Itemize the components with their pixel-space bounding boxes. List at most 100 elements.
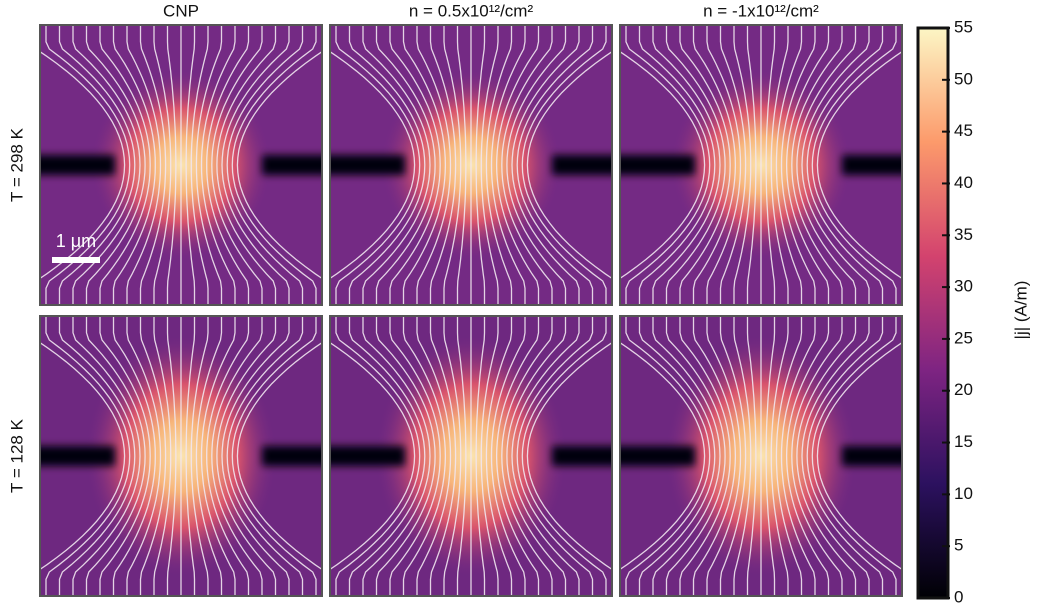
streamline: [389, 25, 441, 305]
map-panel: [40, 25, 322, 305]
streamline: [620, 341, 706, 571]
streamline: [490, 316, 526, 596]
streamline: [475, 25, 486, 305]
electrode: [262, 446, 322, 466]
streamline: [429, 316, 457, 596]
streamline: [485, 25, 513, 305]
streamline: [185, 316, 196, 596]
streamline: [526, 341, 612, 571]
streamline: [516, 316, 594, 596]
electrode: [330, 155, 405, 175]
streamline: [335, 25, 421, 305]
streamline: [501, 25, 553, 305]
column-title: n = 0.5x10¹²/cm²: [409, 1, 534, 20]
streamline: [516, 25, 594, 305]
panel-frame: [619, 315, 903, 597]
streamline: [166, 25, 177, 305]
streamline: [206, 25, 250, 305]
streamline: [330, 341, 416, 571]
streamline: [330, 50, 416, 280]
electrode: [842, 155, 902, 175]
streamline: [521, 25, 607, 305]
streamline: [190, 25, 209, 305]
streamline: [456, 25, 467, 305]
streamline: [40, 341, 126, 571]
colorbar-tick-label: 5: [954, 536, 963, 555]
streamline: [402, 316, 447, 596]
streamline: [692, 25, 737, 305]
map-panel: [330, 316, 612, 596]
streamline: [733, 25, 752, 305]
streamline: [638, 25, 716, 305]
colorbar-tick-label: 35: [954, 225, 973, 244]
electrode: [842, 446, 902, 466]
streamline: [416, 25, 452, 305]
streamline: [85, 316, 146, 596]
streamline: [443, 25, 462, 305]
streamline: [139, 25, 167, 305]
electrode: [40, 155, 115, 175]
streamline: [348, 316, 426, 596]
streamline: [526, 50, 612, 280]
panel-frame: [329, 24, 613, 306]
streamline: [665, 25, 726, 305]
colorbar-tick-label: 0: [954, 587, 963, 606]
streamline: [501, 316, 553, 596]
streamline: [226, 316, 304, 596]
scale-bar-label: 1 μm: [56, 231, 96, 251]
streamline: [638, 316, 716, 596]
colorbar-tick-label: 45: [954, 121, 973, 140]
streamline: [45, 316, 131, 596]
electrode: [620, 446, 695, 466]
streamline: [456, 316, 467, 596]
streamline: [746, 316, 757, 596]
streamline: [236, 50, 322, 280]
streamline: [231, 316, 317, 596]
streamline: [495, 316, 540, 596]
streamline: [511, 25, 580, 305]
streamline: [719, 316, 747, 596]
panel-frame: [39, 24, 323, 306]
streamline: [480, 25, 499, 305]
streamline: [85, 25, 146, 305]
streamline: [511, 316, 580, 596]
streamline: [775, 25, 803, 305]
colorbar-tick-label: 20: [954, 380, 973, 399]
streamline: [335, 316, 421, 596]
streamline: [216, 25, 277, 305]
streamline: [190, 316, 209, 596]
streamline: [620, 50, 706, 280]
streamline: [506, 25, 567, 305]
streamline: [475, 316, 486, 596]
streamline: [801, 316, 870, 596]
column-title: CNP: [163, 1, 199, 20]
colorbar-tick-label: 55: [954, 17, 973, 36]
streamline: [706, 316, 742, 596]
colorbar-tick-label: 10: [954, 484, 973, 503]
streamline: [216, 316, 277, 596]
colorbar-tick-label: 40: [954, 173, 973, 192]
electrode: [40, 446, 115, 466]
streamline: [506, 316, 567, 596]
streamline: [231, 25, 317, 305]
streamline: [58, 316, 136, 596]
streamline: [200, 316, 236, 596]
streamline: [126, 25, 162, 305]
streamline: [221, 25, 290, 305]
row-label: T = 128 K: [7, 418, 26, 493]
streamline: [166, 316, 177, 596]
streamline: [811, 316, 897, 596]
streamline: [785, 25, 830, 305]
streamline: [816, 50, 902, 280]
streamline: [112, 25, 156, 305]
electrode: [620, 155, 695, 175]
streamline: [211, 25, 263, 305]
streamline: [791, 25, 843, 305]
streamline: [139, 316, 167, 596]
streamline: [679, 25, 731, 305]
streamline: [780, 25, 816, 305]
streamline: [375, 25, 436, 305]
scale-bar: [52, 257, 100, 263]
streamline: [362, 25, 431, 305]
panel-frame: [39, 315, 323, 597]
